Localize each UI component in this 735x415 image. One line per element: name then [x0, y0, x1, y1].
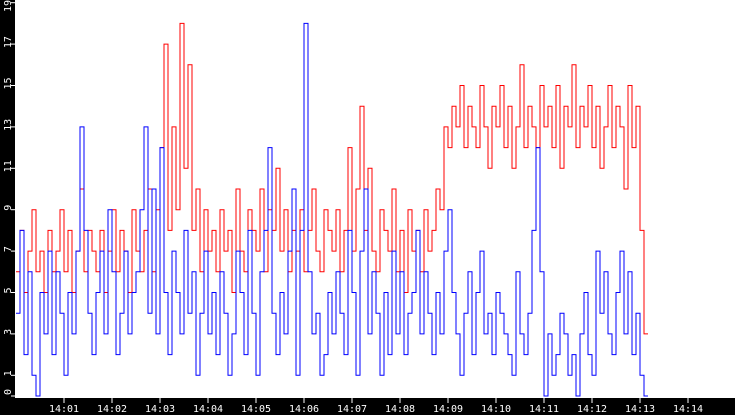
- series-line-1: [16, 22, 648, 335]
- x-tick-label: 14:10: [481, 404, 511, 415]
- x-tick-label: 14:13: [625, 404, 655, 415]
- series-layer: [16, 22, 648, 397]
- y-tick-label: 3: [3, 329, 14, 335]
- y-axis-band: [0, 0, 15, 415]
- y-tick-label: 17: [3, 36, 14, 48]
- series-line-2: [16, 22, 648, 397]
- y-tick-label: 1: [3, 370, 14, 376]
- y-tick-label: 13: [3, 119, 14, 131]
- y-tick-label: 19: [3, 0, 14, 12]
- x-tick-label: 14:01: [49, 404, 79, 415]
- x-tick-label: 14:06: [289, 404, 319, 415]
- y-tick-label: 15: [3, 77, 14, 89]
- x-tick-label: 14:08: [385, 404, 415, 415]
- x-tick-label: 14:02: [97, 404, 127, 415]
- x-tick-label: 14:04: [193, 404, 223, 415]
- y-tick-label: 11: [3, 160, 14, 172]
- y-tick-label: 0: [3, 389, 14, 395]
- x-tick-label: 14:11: [529, 404, 559, 415]
- x-tick-label: 14:03: [145, 404, 175, 415]
- x-axis-band: [0, 398, 735, 415]
- x-tick-label: 14:12: [577, 404, 607, 415]
- x-tick-label: 14:09: [433, 404, 463, 415]
- y-tick-label: 7: [3, 246, 14, 252]
- x-axis: 14:01 14:02 14:03 14:04 14:05 14:06 14:07 14:08…: [49, 398, 703, 415]
- x-tick-label: 14:07: [337, 404, 367, 415]
- y-tick-label: 9: [3, 205, 14, 211]
- y-tick-label: 5: [3, 287, 14, 293]
- x-tick-label: 14:14: [673, 404, 703, 415]
- x-tick-label: 14:05: [241, 404, 271, 415]
